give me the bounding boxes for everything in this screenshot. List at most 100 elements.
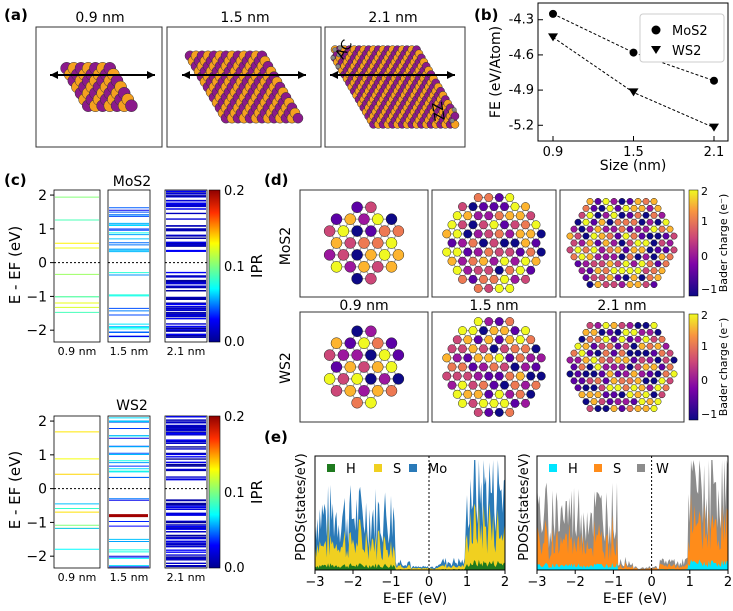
charged-atom bbox=[521, 220, 530, 230]
charged-atom bbox=[630, 274, 638, 282]
charged-atom bbox=[526, 265, 536, 275]
charged-atom bbox=[351, 225, 363, 237]
ipr-tick-top-02: 0.2 bbox=[224, 184, 245, 199]
charged-atom bbox=[510, 220, 520, 230]
charged-atom bbox=[452, 229, 462, 239]
charged-atom bbox=[622, 398, 630, 406]
charged-atom bbox=[510, 344, 520, 354]
charged-atom bbox=[654, 246, 662, 254]
charged-atom bbox=[646, 274, 654, 282]
charged-atom bbox=[646, 328, 654, 336]
h-atom bbox=[449, 118, 455, 124]
charged-atom bbox=[582, 218, 590, 226]
legend-s-w-label: S bbox=[613, 462, 621, 477]
charged-atom bbox=[463, 247, 473, 257]
charged-atom bbox=[586, 281, 594, 289]
charged-atom bbox=[582, 204, 590, 212]
charged-atom bbox=[610, 253, 618, 261]
charged-atom bbox=[646, 232, 654, 240]
charged-atom bbox=[531, 238, 541, 248]
charged-atom bbox=[582, 328, 590, 336]
charged-atom bbox=[468, 238, 478, 248]
charged-atom bbox=[473, 317, 483, 326]
column-size-label: 1.5 nm bbox=[110, 571, 149, 584]
charged-atom bbox=[526, 389, 536, 399]
charged-atom bbox=[385, 261, 398, 273]
charged-atom bbox=[586, 211, 594, 219]
charged-atom bbox=[602, 349, 610, 357]
charged-atom bbox=[650, 197, 658, 205]
charged-atom bbox=[358, 213, 370, 225]
charged-atom bbox=[602, 321, 610, 329]
charged-atom bbox=[630, 204, 638, 212]
panel-d-box-mos2-3 bbox=[559, 189, 685, 298]
charged-atom bbox=[642, 335, 650, 343]
panel-a-box-1 bbox=[35, 26, 163, 148]
charged-atom bbox=[610, 321, 618, 329]
charged-atom bbox=[385, 237, 398, 249]
charged-atom bbox=[468, 220, 478, 230]
charged-atom bbox=[630, 342, 638, 350]
charged-atom bbox=[622, 370, 630, 378]
panel-c-title-ws2: WS2 bbox=[116, 398, 148, 414]
charged-atom bbox=[634, 281, 642, 289]
charged-atom bbox=[494, 389, 504, 399]
charged-atom bbox=[385, 337, 398, 349]
charged-atom bbox=[622, 384, 630, 392]
charged-atom bbox=[638, 370, 646, 378]
charged-atom bbox=[458, 256, 467, 266]
charged-atom bbox=[614, 232, 622, 240]
charged-atom bbox=[458, 202, 467, 212]
charged-atom bbox=[650, 391, 658, 399]
charged-atom bbox=[463, 371, 473, 381]
bader-tick-bot-2: 2 bbox=[701, 309, 708, 322]
charged-atom bbox=[598, 274, 606, 282]
charged-atom bbox=[650, 321, 658, 329]
x-tick-label: 2 bbox=[501, 575, 509, 590]
panel-d-box-ws2-3 bbox=[559, 311, 685, 423]
charged-atom bbox=[531, 362, 541, 372]
charged-atom bbox=[654, 398, 662, 406]
charged-atom bbox=[521, 344, 530, 354]
charged-atom bbox=[582, 384, 590, 392]
charged-atom bbox=[646, 356, 654, 364]
charged-atom bbox=[473, 193, 483, 202]
charged-atom bbox=[574, 246, 582, 254]
charged-atom bbox=[500, 398, 509, 408]
pdos-ws2: −3 −2 −1 0 1 2 bbox=[527, 455, 732, 590]
charged-atom bbox=[602, 239, 610, 247]
charged-atom bbox=[634, 363, 642, 371]
charged-atom bbox=[452, 371, 462, 381]
charged-atom bbox=[638, 204, 646, 212]
ipr-tick-bot-02: 0.2 bbox=[224, 410, 245, 425]
charged-atom bbox=[630, 232, 638, 240]
charged-atom bbox=[638, 274, 646, 282]
charged-atom bbox=[646, 398, 654, 406]
charged-atom bbox=[650, 281, 658, 289]
x-tick-label: 0 bbox=[647, 575, 655, 590]
charged-atom bbox=[606, 218, 614, 226]
charged-atom bbox=[500, 362, 509, 372]
legend-s-mo bbox=[374, 464, 382, 472]
charged-atom bbox=[351, 325, 363, 338]
charged-atom bbox=[614, 370, 622, 378]
charged-atom bbox=[494, 317, 504, 326]
charged-atom bbox=[489, 344, 499, 354]
charged-atom bbox=[642, 253, 650, 261]
cluster-1p5nm bbox=[184, 50, 304, 124]
charged-atom bbox=[521, 274, 530, 284]
mo-atom bbox=[125, 99, 138, 112]
charged-atom bbox=[638, 342, 646, 350]
ipr-colorbar-top bbox=[208, 189, 221, 343]
column-size-label: 1.5 nm bbox=[110, 345, 149, 358]
bader-label-bottom: Bader charge (e⁻) bbox=[717, 318, 730, 417]
charged-atom bbox=[614, 356, 622, 364]
pdos-sulfur bbox=[315, 501, 505, 570]
charged-atom bbox=[479, 380, 488, 390]
charged-atom bbox=[515, 353, 525, 363]
charged-atom bbox=[618, 321, 626, 329]
charged-atom bbox=[479, 274, 488, 284]
charged-atom bbox=[606, 342, 614, 350]
charged-atom bbox=[654, 218, 662, 226]
charged-atom bbox=[463, 335, 473, 345]
